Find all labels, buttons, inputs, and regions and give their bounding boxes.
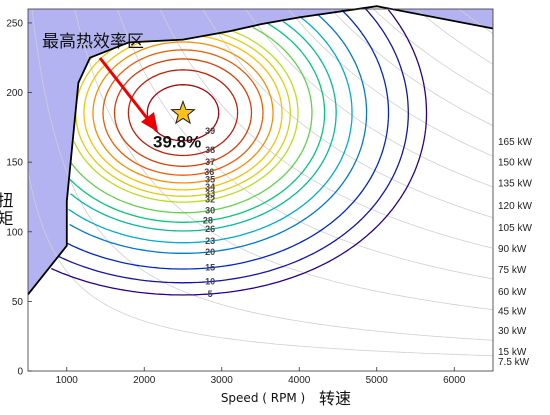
peak-star-marker [170,99,196,125]
power-line-3 [116,9,493,280]
efficiency-contour-label: 26 [205,224,215,234]
power-line-6 [244,9,493,188]
power-line-5 [202,9,493,218]
efficiency-contour-label: 5 [208,289,213,299]
power-line-11 [458,9,493,34]
power-label-0: 7.5 kW [498,357,530,368]
efficiency-contour-label: 36 [204,167,214,177]
efficiency-contour-26 [70,20,337,232]
efficiency-contour-label: 23 [205,236,215,246]
y-tick-label: 200 [6,88,23,99]
power-line-2 [74,9,493,310]
peak-efficiency-label: 39.8% [153,132,201,151]
efficiency-contour-28 [69,23,326,223]
efficiency-contour-label: 39 [205,126,215,136]
efficiency-contour-label: 32 [205,195,215,205]
efficiency-contour-10 [58,9,409,284]
efficiency-contour-30 [70,26,313,214]
x-tick-label: 2000 [133,375,156,386]
power-label-1: 15 kW [498,347,527,358]
efficiency-contour-34 [83,35,283,191]
power-label-2: 30 kW [498,326,527,337]
efficiency-contour-label: 38 [205,145,215,155]
power-label-6: 90 kW [498,244,527,255]
power-line-10 [415,9,493,65]
power-label-8: 120 kW [498,201,532,212]
annotation-arrow [98,57,158,132]
efficiency-contours [51,9,428,296]
power-line-9 [372,9,493,96]
efficiency-contour-37 [113,58,253,167]
x-tick-label: 6000 [443,375,466,386]
y-axis: 0 50 100 150 200 250 [6,18,32,378]
x-axis: 1000 2000 3000 4000 5000 6000 [56,367,466,386]
efficiency-contour-36 [102,49,264,176]
efficiency-contour-35 [92,41,274,184]
y-tick-label: 50 [12,297,24,308]
power-line-4 [159,9,493,249]
unreachable-area [28,9,493,295]
x-tick-label: 3000 [211,375,234,386]
efficiency-contour-38 [127,69,239,157]
max-torque-curve [27,5,494,295]
power-label-10: 150 kW [498,158,532,169]
power-line-8 [330,9,493,126]
efficiency-contour-label: 30 [205,206,215,216]
efficiency-contour-label: 10 [205,277,215,287]
plot-background [28,9,493,371]
y-axis-title-cn: 扭矩 [0,192,14,228]
x-axis-title: Speed ( RPM ) [221,391,305,405]
unreachable-region [28,9,493,295]
power-lines [28,9,493,357]
peak-efficiency-annotation: 最高热效率区 [42,32,144,52]
x-tick-label: 4000 [288,375,311,386]
power-label-7: 105 kW [498,223,532,234]
efficiency-contour-label: 20 [205,247,215,257]
x-tick-label: 5000 [366,375,389,386]
efficiency-contour-33 [75,32,291,197]
power-label-9: 135 kW [498,179,532,190]
efficiency-contour-label: 37 [205,157,215,167]
power-label-4: 60 kW [498,287,527,298]
efficiency-contour-label: 35 [205,175,215,185]
efficiency-contour-label: 34 [205,182,215,192]
power-line-1 [31,9,493,341]
efficiency-contour-label: 15 [205,263,215,273]
power-line-0 [28,171,493,357]
efficiency-contour-23 [68,15,353,244]
efficiency-contour-20 [69,13,368,254]
x-tick-label: 1000 [56,375,79,386]
y-tick-label: 250 [6,18,23,29]
y-tick-label: 150 [6,158,23,169]
efficiency-contour-5 [51,9,428,296]
power-label-11: 165 kW [498,137,532,148]
plot-frame [27,8,494,372]
efficiency-contour-label: 33 [205,189,215,199]
power-label-5: 75 kW [498,265,527,276]
power-label-3: 45 kW [498,307,527,318]
efficiency-contour-label: 28 [203,216,213,226]
y-tick-label: 0 [17,367,23,378]
y-tick-label: 100 [6,227,23,238]
efficiency-contour-15 [66,9,390,270]
x-axis-title-cn: 转速 [319,389,351,408]
